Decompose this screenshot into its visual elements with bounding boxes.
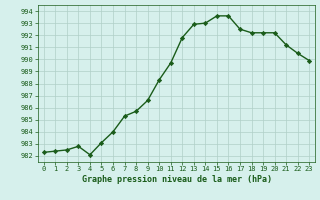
X-axis label: Graphe pression niveau de la mer (hPa): Graphe pression niveau de la mer (hPa) bbox=[82, 175, 271, 184]
